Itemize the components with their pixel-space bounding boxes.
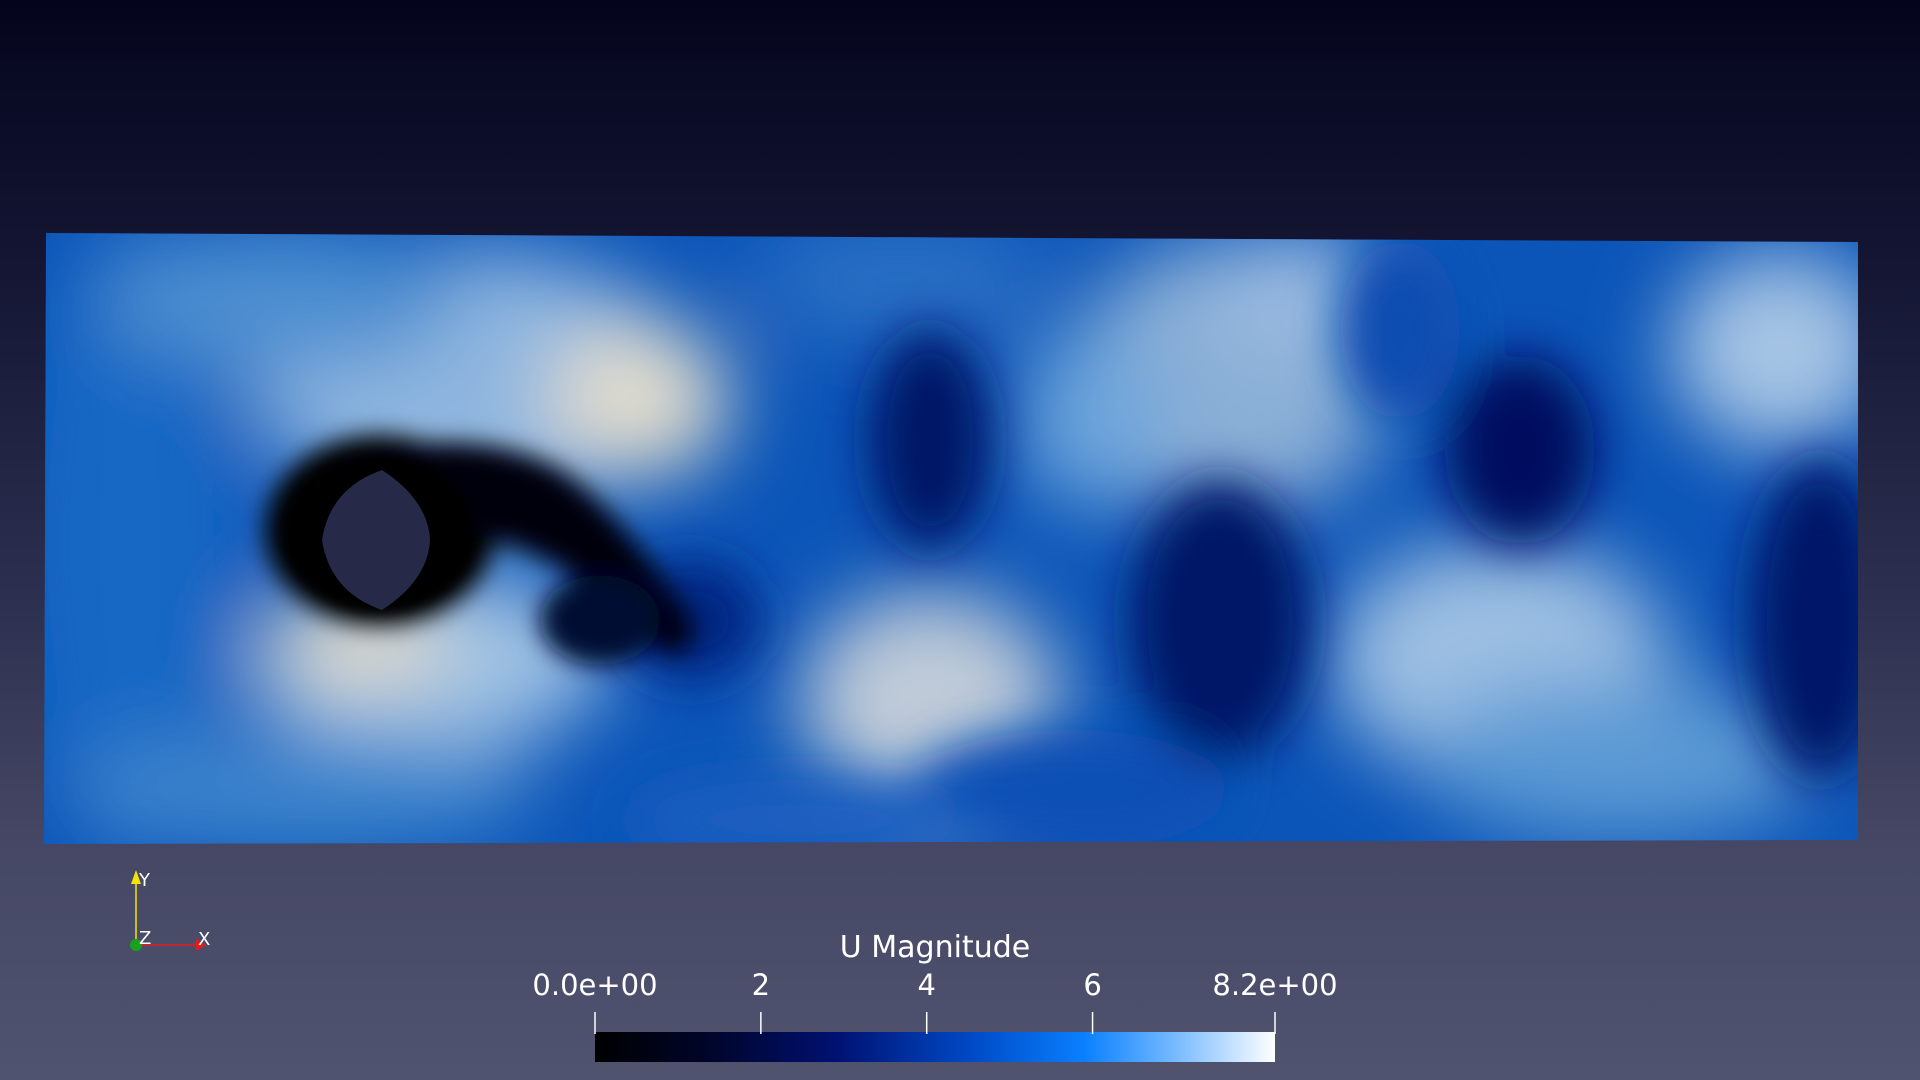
flow-domain[interactable]	[20, 220, 1890, 860]
x-axis-label: X	[198, 929, 210, 950]
orientation-axes: Y Z X	[130, 870, 210, 951]
z-axis-dot-icon	[130, 939, 142, 951]
colorbar-ramp	[595, 1032, 1275, 1062]
colorbar[interactable]	[594, 1012, 1276, 1062]
colorbar-tick-label: 6	[1083, 968, 1102, 1002]
colorbar-ticks	[594, 1012, 1276, 1034]
colorbar-tick-label: 0.0e+00	[532, 968, 658, 1002]
colorbar-title: U Magnitude	[839, 930, 1031, 965]
colorbar-tick-label: 2	[751, 968, 771, 1002]
z-axis-label: Z	[139, 928, 151, 949]
y-axis-arrow-icon	[131, 870, 141, 884]
y-axis-label: Y	[138, 870, 151, 891]
x-axis-arrow-icon	[196, 939, 206, 951]
cylinder-obstacle[interactable]	[322, 470, 430, 610]
colorbar-tick-label: 8.2e+00	[1212, 968, 1338, 1002]
colorbar-tick-label: 4	[917, 968, 936, 1002]
